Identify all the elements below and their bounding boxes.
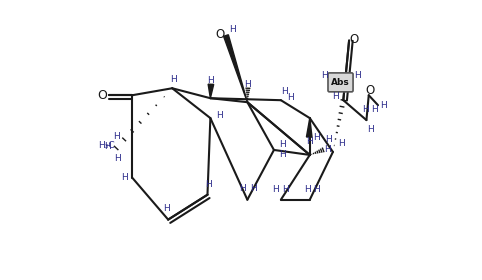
Text: H: H	[104, 142, 110, 151]
Polygon shape	[208, 84, 214, 98]
Text: H: H	[321, 71, 328, 80]
Text: H: H	[282, 185, 289, 193]
Text: H: H	[113, 132, 120, 141]
Text: H: H	[279, 150, 286, 160]
Text: H: H	[372, 105, 378, 114]
Polygon shape	[307, 118, 312, 137]
Text: H: H	[354, 71, 361, 80]
Text: H: H	[205, 180, 212, 189]
Text: O: O	[365, 84, 375, 97]
Text: H: H	[324, 145, 331, 154]
Text: H: H	[325, 135, 332, 144]
Text: H: H	[332, 92, 339, 101]
Text: H: H	[367, 125, 374, 134]
Text: H: H	[114, 154, 121, 163]
FancyBboxPatch shape	[328, 73, 353, 92]
Text: H: H	[281, 87, 288, 96]
Text: H: H	[380, 101, 387, 110]
Text: H: H	[229, 25, 236, 34]
Text: H: H	[287, 94, 294, 102]
Text: H: H	[163, 204, 170, 213]
Text: H: H	[121, 173, 128, 182]
Text: H: H	[250, 183, 257, 193]
Text: H₃C: H₃C	[98, 141, 115, 150]
Text: H: H	[304, 185, 311, 193]
Text: H: H	[244, 80, 251, 88]
Text: H: H	[279, 141, 286, 150]
Text: H: H	[313, 133, 320, 142]
Text: H: H	[362, 105, 368, 114]
Text: Abs: Abs	[331, 78, 350, 87]
Text: H: H	[272, 185, 279, 193]
Text: H: H	[208, 76, 214, 85]
Text: H: H	[239, 183, 246, 193]
Text: O: O	[349, 32, 359, 46]
Text: O: O	[97, 89, 107, 102]
Text: H: H	[338, 139, 345, 148]
Text: H: H	[170, 75, 177, 84]
Polygon shape	[224, 35, 247, 102]
Text: H: H	[306, 137, 313, 146]
Text: O: O	[215, 28, 225, 41]
Text: H: H	[216, 111, 223, 120]
Text: H: H	[313, 185, 320, 193]
